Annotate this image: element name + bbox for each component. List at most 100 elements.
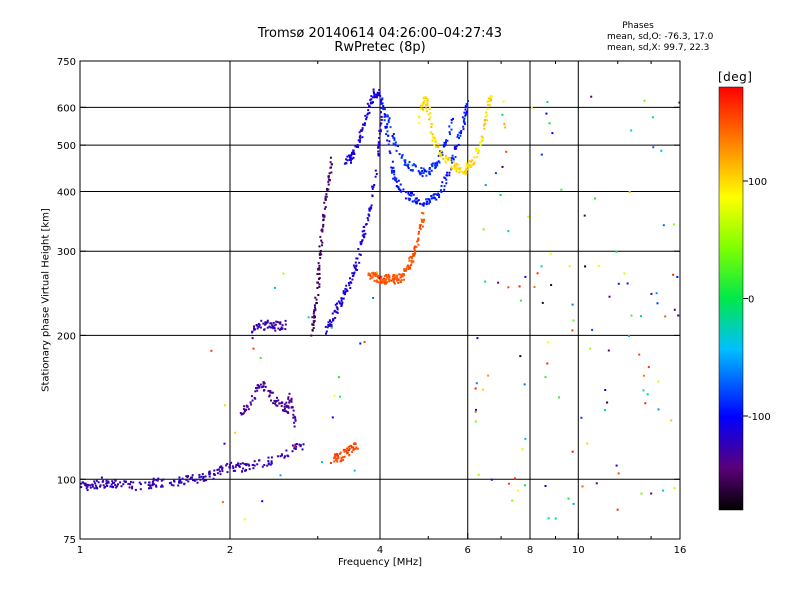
point-e-f-trace-low	[276, 455, 279, 458]
point-x-trace-low	[348, 448, 351, 450]
point-f1-cusp	[256, 386, 259, 389]
point-e-f-trace-low	[168, 482, 171, 485]
point-o-trace-band-upper	[434, 164, 437, 167]
point-x-trace	[420, 104, 422, 107]
point-e-f-trace-low	[235, 464, 238, 466]
point-o-trace-high	[352, 156, 355, 159]
point-noise	[660, 149, 663, 152]
point-x-trace-low	[339, 451, 342, 454]
point-noise	[502, 100, 505, 103]
point-f1-cusp	[270, 399, 272, 402]
point-x-trace-mid	[393, 274, 396, 277]
point-e-f-trace-low	[156, 479, 159, 482]
point-o-trace-f2-rise	[323, 215, 326, 218]
point-e-f-trace-low	[85, 483, 88, 486]
point-o-trace-f2-lower	[379, 130, 382, 133]
point-f1-cusp	[250, 403, 253, 406]
point-es-patch	[254, 328, 256, 331]
point-e-f-trace-low	[242, 467, 245, 470]
point-o-trace-f2-rise	[320, 229, 323, 232]
point-o-trace-band-upper	[408, 161, 411, 163]
point-e-f-trace-low	[253, 460, 256, 463]
point-noise	[544, 485, 547, 487]
point-o-trace-band-upper	[445, 139, 448, 142]
point-o-trace-high	[359, 129, 362, 132]
point-e-f-trace-low	[202, 476, 205, 478]
point-x-trace-mid	[413, 246, 416, 249]
point-x-trace-low	[342, 448, 345, 451]
point-noise	[279, 474, 282, 477]
y-tick-label: 400	[57, 187, 76, 198]
y-tick-label: 200	[57, 331, 76, 342]
point-noise	[584, 265, 587, 268]
point-o-trace-high	[376, 96, 378, 99]
point-noise	[307, 316, 310, 319]
point-x-trace	[476, 148, 479, 151]
point-noise	[676, 276, 679, 278]
point-es-patch	[257, 322, 260, 325]
point-e-f-trace-low	[93, 480, 96, 483]
point-f1-cusp	[268, 395, 271, 398]
point-x-trace-mid	[371, 272, 374, 275]
point-f1-cusp	[285, 405, 288, 408]
point-e-f-trace-low	[152, 479, 155, 482]
point-o-trace-band-upper	[398, 153, 401, 156]
point-x-trace-mid	[385, 278, 388, 281]
point-es-patch	[251, 330, 254, 333]
point-o-trace-f2-lower	[357, 248, 360, 250]
point-f1-cusp	[277, 399, 280, 402]
point-o-trace-band	[407, 192, 410, 195]
point-x-trace-mid	[397, 278, 400, 281]
point-x-trace-mid	[403, 273, 406, 276]
point-x-trace	[426, 102, 429, 105]
point-noise	[640, 492, 643, 495]
point-e-f-trace-low	[128, 486, 131, 489]
point-o-trace-f2-rise	[327, 180, 330, 183]
point-o-trace-band	[395, 185, 398, 187]
point-x-trace-mid	[386, 281, 388, 284]
point-x-trace-mid	[408, 259, 411, 262]
point-e-f-trace-low	[187, 480, 190, 483]
point-x-trace-mid	[388, 278, 391, 281]
point-f1-cusp	[287, 397, 290, 400]
point-e-f-trace-low	[80, 486, 83, 489]
point-o-trace-high	[368, 111, 371, 114]
point-e-f-trace-low	[80, 482, 83, 485]
point-noise	[223, 442, 226, 445]
point-x-trace-mid	[417, 239, 420, 242]
point-o-trace-band	[404, 191, 407, 194]
point-x-trace	[490, 98, 492, 101]
point-o-trace-high	[363, 122, 366, 125]
point-noise	[560, 188, 563, 191]
point-x-trace-mid	[410, 261, 413, 264]
point-noise	[548, 122, 551, 125]
point-x-trace-low	[339, 460, 342, 463]
point-e-f-trace-low	[229, 463, 231, 466]
point-x-trace-low	[344, 448, 346, 451]
point-e-f-trace-low	[270, 456, 273, 459]
point-es-patch	[264, 321, 267, 324]
point-x-trace-mid	[419, 225, 421, 228]
point-f1-cusp	[285, 404, 288, 407]
point-o-trace-high	[348, 158, 351, 161]
point-o-trace-f2-lower	[351, 272, 354, 275]
point-noise	[647, 366, 650, 369]
point-x-trace-mid	[407, 267, 410, 270]
point-x-trace	[483, 124, 485, 127]
point-o-trace-band	[454, 156, 457, 158]
point-x-trace-low	[347, 449, 350, 452]
point-noise	[644, 402, 647, 405]
point-e-f-trace-low	[204, 475, 207, 478]
point-f1-cusp	[293, 415, 296, 418]
point-e-f-trace-low	[139, 488, 142, 491]
point-o-trace-band	[427, 198, 430, 200]
point-x-trace-mid	[377, 277, 380, 279]
point-o-trace-f2-lower	[377, 145, 380, 148]
point-o-trace-f2-lower	[351, 275, 354, 277]
point-x-trace-mid	[401, 275, 404, 278]
point-o-trace-high	[359, 139, 361, 142]
point-es-patch	[284, 328, 287, 331]
point-x-trace	[467, 163, 470, 166]
point-e-f-trace-low	[279, 455, 282, 458]
point-e-f-trace-low	[232, 467, 235, 470]
